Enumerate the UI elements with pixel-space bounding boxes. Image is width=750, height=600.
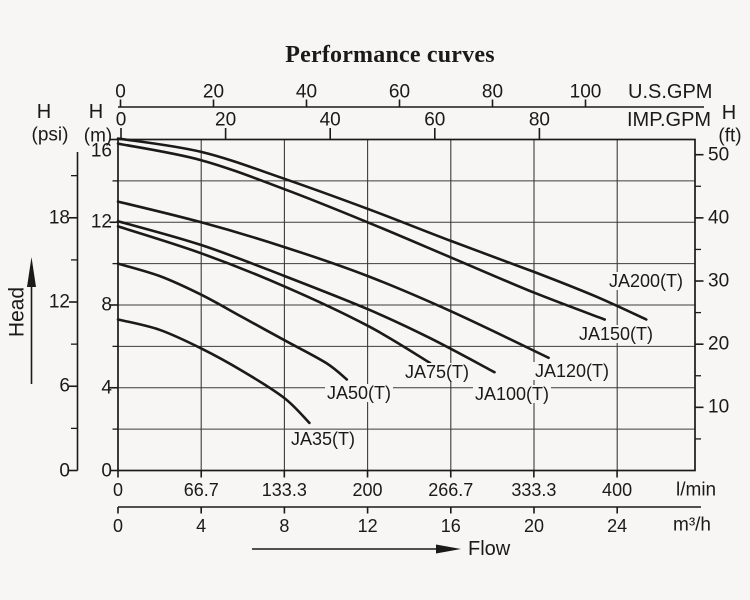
h-ft-tick-label: 50 [708, 144, 730, 166]
l-min-tick-label: 333.3 [511, 480, 557, 500]
l-min-unit-label: l/min [676, 479, 717, 501]
h-psi-tick-label: 6 [59, 375, 70, 397]
us-gpm-tick-label: 40 [295, 81, 318, 103]
imp-gpm-tick-label: 20 [215, 109, 237, 131]
h-m-tick-label: 8 [101, 294, 112, 316]
l-min-tick-label: 0 [112, 480, 124, 500]
curve-label-ja120t: JA120(T) [533, 361, 612, 381]
m3h-tick-label: 12 [357, 516, 378, 536]
m3h-tick-label: 4 [196, 516, 207, 536]
h-m-axis-title: H [88, 101, 104, 123]
h-m-tick-label: 12 [90, 211, 112, 233]
l-min-tick-label: 400 [602, 480, 633, 500]
h-m-tick-label: 0 [101, 460, 112, 481]
imp-gpm-tick-label: 40 [319, 109, 341, 131]
h-psi-tick-label: 12 [48, 291, 70, 313]
curve-label-ja150t: JA150(T) [577, 324, 656, 344]
l-min-tick-label: 200 [352, 480, 383, 500]
curve-label-ja50t: JA50(T) [325, 382, 394, 403]
curve-ja200t [116, 137, 648, 321]
imp-gpm-tick-label: 80 [528, 109, 550, 131]
head-arrow-icon [27, 257, 36, 287]
curve-ja100t [116, 219, 496, 374]
imp-gpm-tick-label: 0 [115, 109, 127, 131]
h-ft-tick-label: 40 [708, 207, 730, 229]
m3h-tick-label: 16 [440, 516, 461, 536]
psi-unit-label: (psi) [31, 124, 69, 146]
l-min-tick-label: 66.7 [183, 480, 219, 500]
m3h-tick-label: 24 [607, 516, 628, 536]
curve-ja50t [116, 262, 349, 381]
us-gpm-tick-label: 80 [481, 81, 504, 103]
flow-axis-label: Flow [468, 538, 511, 560]
curve-label-ja100t: JA100(T) [473, 383, 552, 404]
curve-ja150t [116, 142, 606, 321]
imp-gpm-tick-label: 60 [424, 109, 446, 131]
m3h-tick-label: 0 [112, 516, 124, 536]
head-axis-label: Head [5, 286, 29, 338]
chart-title: Performance curves [285, 42, 495, 68]
m3h-tick-label: 20 [523, 516, 545, 536]
imp-gpm-unit-label: IMP.GPM [627, 109, 712, 131]
us-gpm-tick-label: 100 [569, 81, 602, 103]
flow-arrow-icon [436, 544, 461, 554]
us-gpm-tick-label: 20 [202, 81, 225, 103]
h-psi-axis-title: H [36, 101, 52, 123]
m-unit-label: (m) [83, 125, 113, 147]
m3h-tick-label: 8 [279, 516, 290, 536]
us-gpm-tick-label: 0 [115, 81, 126, 103]
m3h-unit-label: m³/h [673, 514, 711, 536]
l-min-tick-label: 133.3 [261, 480, 307, 500]
curve-label-ja35t: JA35(T) [289, 429, 358, 449]
h-ft-axis-title: H [721, 102, 737, 124]
curve-ja120t [116, 200, 550, 360]
h-m-tick-label: 4 [101, 377, 112, 399]
h-psi-tick-label: 18 [48, 207, 70, 229]
curve-ja75t [116, 225, 432, 365]
curve-ja35t [116, 318, 311, 425]
l-min-tick-label: 266.7 [428, 480, 474, 500]
us-gpm-tick-label: 60 [388, 81, 411, 103]
us-gpm-unit-label: U.S.GPM [628, 81, 713, 103]
h-ft-tick-label: 30 [708, 270, 730, 292]
ft-unit-label: (ft) [718, 125, 742, 147]
h-m-tick-label: 16 [90, 140, 112, 162]
h-ft-tick-label: 10 [708, 396, 730, 418]
h-psi-tick-label: 0 [59, 460, 70, 481]
h-ft-tick-label: 20 [708, 333, 730, 355]
curve-label-ja200t: JA200(T) [607, 271, 686, 291]
curve-label-ja75t: JA75(T) [403, 361, 472, 382]
